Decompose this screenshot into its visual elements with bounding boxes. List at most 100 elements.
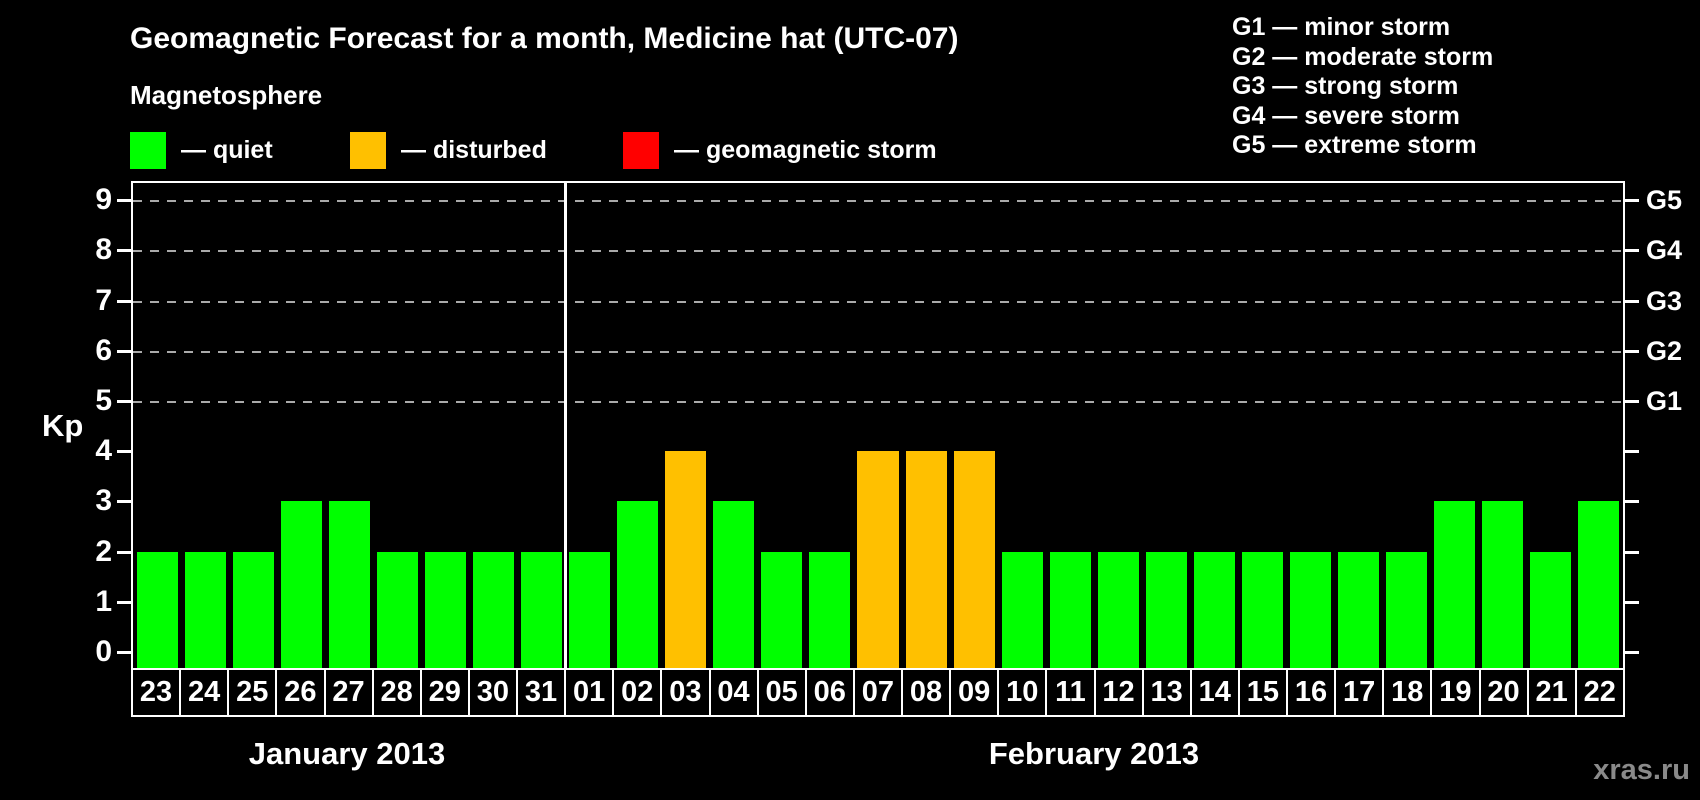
day-cell-17: 17 bbox=[1334, 670, 1382, 715]
y-tick-left-5 bbox=[117, 400, 131, 403]
kp-bar-day-25 bbox=[232, 551, 274, 668]
y-tick-label-1: 1 bbox=[95, 584, 112, 618]
day-cell-11: 11 bbox=[1045, 670, 1093, 715]
magnetosphere-legend: — quiet — disturbed — geomagnetic storm bbox=[130, 132, 1110, 172]
legend-label-disturbed: — disturbed bbox=[401, 136, 547, 164]
kp-bar-day-21 bbox=[1530, 551, 1572, 668]
month-label-january: January 2013 bbox=[248, 736, 446, 771]
kp-bar-day-11 bbox=[1049, 551, 1091, 668]
kp-bar-day-07 bbox=[857, 451, 899, 668]
y-tick-right-2 bbox=[1625, 550, 1639, 554]
gridline-kp-6 bbox=[133, 350, 1623, 353]
g-scale-label-g3: G3 bbox=[1646, 285, 1683, 316]
day-cell-04: 04 bbox=[708, 670, 757, 715]
y-tick-label-3: 3 bbox=[95, 484, 112, 518]
day-cell-25: 25 bbox=[227, 670, 275, 715]
kp-bar-day-27 bbox=[328, 501, 370, 668]
g-scale-label-g2: G2 bbox=[1646, 335, 1683, 366]
kp-bar-day-10 bbox=[1001, 551, 1043, 668]
y-tick-label-7: 7 bbox=[95, 283, 112, 317]
day-cell-02: 02 bbox=[612, 670, 660, 715]
y-axis-title: Kp bbox=[42, 408, 84, 443]
disturbed-color-swatch bbox=[350, 132, 386, 169]
day-cell-03: 03 bbox=[660, 670, 708, 715]
y-tick-label-8: 8 bbox=[95, 233, 112, 267]
y-tick-label-6: 6 bbox=[95, 333, 112, 367]
storm-scale-g5: G5 — extreme storm bbox=[1232, 131, 1477, 159]
day-cell-08: 08 bbox=[901, 670, 949, 715]
day-cell-12: 12 bbox=[1093, 670, 1142, 715]
day-cell-30: 30 bbox=[467, 670, 516, 715]
kp-bar-day-08 bbox=[905, 451, 947, 668]
y-tick-left-0 bbox=[117, 651, 131, 654]
kp-bar-day-04 bbox=[713, 501, 755, 668]
day-cell-29: 29 bbox=[419, 670, 468, 715]
day-cell-13: 13 bbox=[1141, 670, 1190, 715]
kp-bar-day-16 bbox=[1290, 551, 1332, 668]
y-tick-left-6 bbox=[117, 349, 131, 353]
y-tick-right-8 bbox=[1625, 249, 1639, 253]
y-tick-left-1 bbox=[117, 600, 131, 604]
y-tick-right-4 bbox=[1625, 450, 1639, 454]
day-cell-31: 31 bbox=[516, 670, 564, 715]
day-cell-15: 15 bbox=[1237, 670, 1286, 715]
y-tick-left-7 bbox=[117, 299, 131, 303]
y-tick-right-7 bbox=[1625, 299, 1639, 303]
day-cell-24: 24 bbox=[179, 670, 227, 715]
day-cell-27: 27 bbox=[323, 670, 372, 715]
kp-bar-day-18 bbox=[1386, 551, 1428, 668]
day-cell-07: 07 bbox=[852, 670, 901, 715]
plot-area bbox=[131, 181, 1625, 668]
day-cell-20: 20 bbox=[1478, 670, 1527, 715]
magnetosphere-heading: Magnetosphere bbox=[130, 80, 323, 110]
kp-bar-day-26 bbox=[280, 501, 322, 668]
day-cell-23: 23 bbox=[139, 676, 173, 708]
kp-bar-day-14 bbox=[1193, 551, 1235, 668]
y-tick-label-9: 9 bbox=[95, 183, 112, 217]
kp-bar-day-28 bbox=[376, 551, 418, 668]
kp-bar-day-01 bbox=[569, 551, 611, 668]
kp-bar-day-17 bbox=[1338, 551, 1380, 668]
day-cell-16: 16 bbox=[1286, 670, 1334, 715]
kp-bar-day-24 bbox=[184, 551, 226, 668]
day-cell-05: 05 bbox=[756, 670, 805, 715]
kp-bar-day-31 bbox=[521, 551, 563, 668]
g-scale-label-g1: G1 bbox=[1646, 386, 1683, 416]
y-tick-right-5 bbox=[1625, 400, 1639, 403]
kp-bar-day-12 bbox=[1097, 551, 1139, 668]
y-tick-left-2 bbox=[117, 550, 131, 554]
quiet-color-swatch bbox=[130, 132, 166, 169]
kp-bar-day-23 bbox=[136, 551, 178, 668]
day-cell-01: 01 bbox=[564, 670, 612, 715]
storm-scale-g4: G4 — severe storm bbox=[1232, 101, 1460, 130]
day-cell-09: 09 bbox=[949, 670, 997, 715]
kp-bar-day-02 bbox=[617, 501, 659, 668]
storm-color-swatch bbox=[623, 132, 659, 169]
kp-bar-day-30 bbox=[472, 551, 514, 668]
y-tick-right-9 bbox=[1625, 199, 1639, 203]
y-tick-left-9 bbox=[117, 199, 131, 203]
y-tick-label-4: 4 bbox=[95, 434, 112, 468]
y-tick-label-0: 0 bbox=[95, 635, 112, 668]
y-tick-right-3 bbox=[1625, 500, 1639, 504]
legend-item-disturbed: — disturbed bbox=[350, 132, 547, 169]
storm-scale-g3: G3 — strong storm bbox=[1232, 72, 1459, 100]
day-cell-28: 28 bbox=[371, 670, 420, 715]
day-cell-10: 10 bbox=[997, 670, 1045, 715]
day-cell-18: 18 bbox=[1382, 670, 1430, 715]
page-title: Geomagnetic Forecast for a month, Medici… bbox=[130, 22, 959, 55]
kp-bar-day-06 bbox=[809, 551, 851, 668]
watermark: xras.ru bbox=[1593, 754, 1690, 786]
kp-bar-day-05 bbox=[761, 551, 803, 668]
kp-bar-day-19 bbox=[1434, 501, 1476, 668]
storm-scale-legend: G1 — minor storm G2 — moderate storm G3 … bbox=[1232, 13, 1493, 161]
kp-bar-day-13 bbox=[1145, 551, 1187, 668]
storm-scale-g2: G2 — moderate storm bbox=[1232, 42, 1494, 71]
month-label-february: February 2013 bbox=[988, 736, 1200, 771]
kp-bar-day-20 bbox=[1482, 501, 1524, 668]
gridline-kp-9 bbox=[133, 200, 1623, 203]
legend-item-storm: — geomagnetic storm bbox=[623, 132, 937, 169]
kp-bar-day-03 bbox=[665, 451, 707, 668]
legend-label-quiet: — quiet bbox=[181, 136, 273, 164]
kp-bar-day-22 bbox=[1578, 501, 1620, 668]
